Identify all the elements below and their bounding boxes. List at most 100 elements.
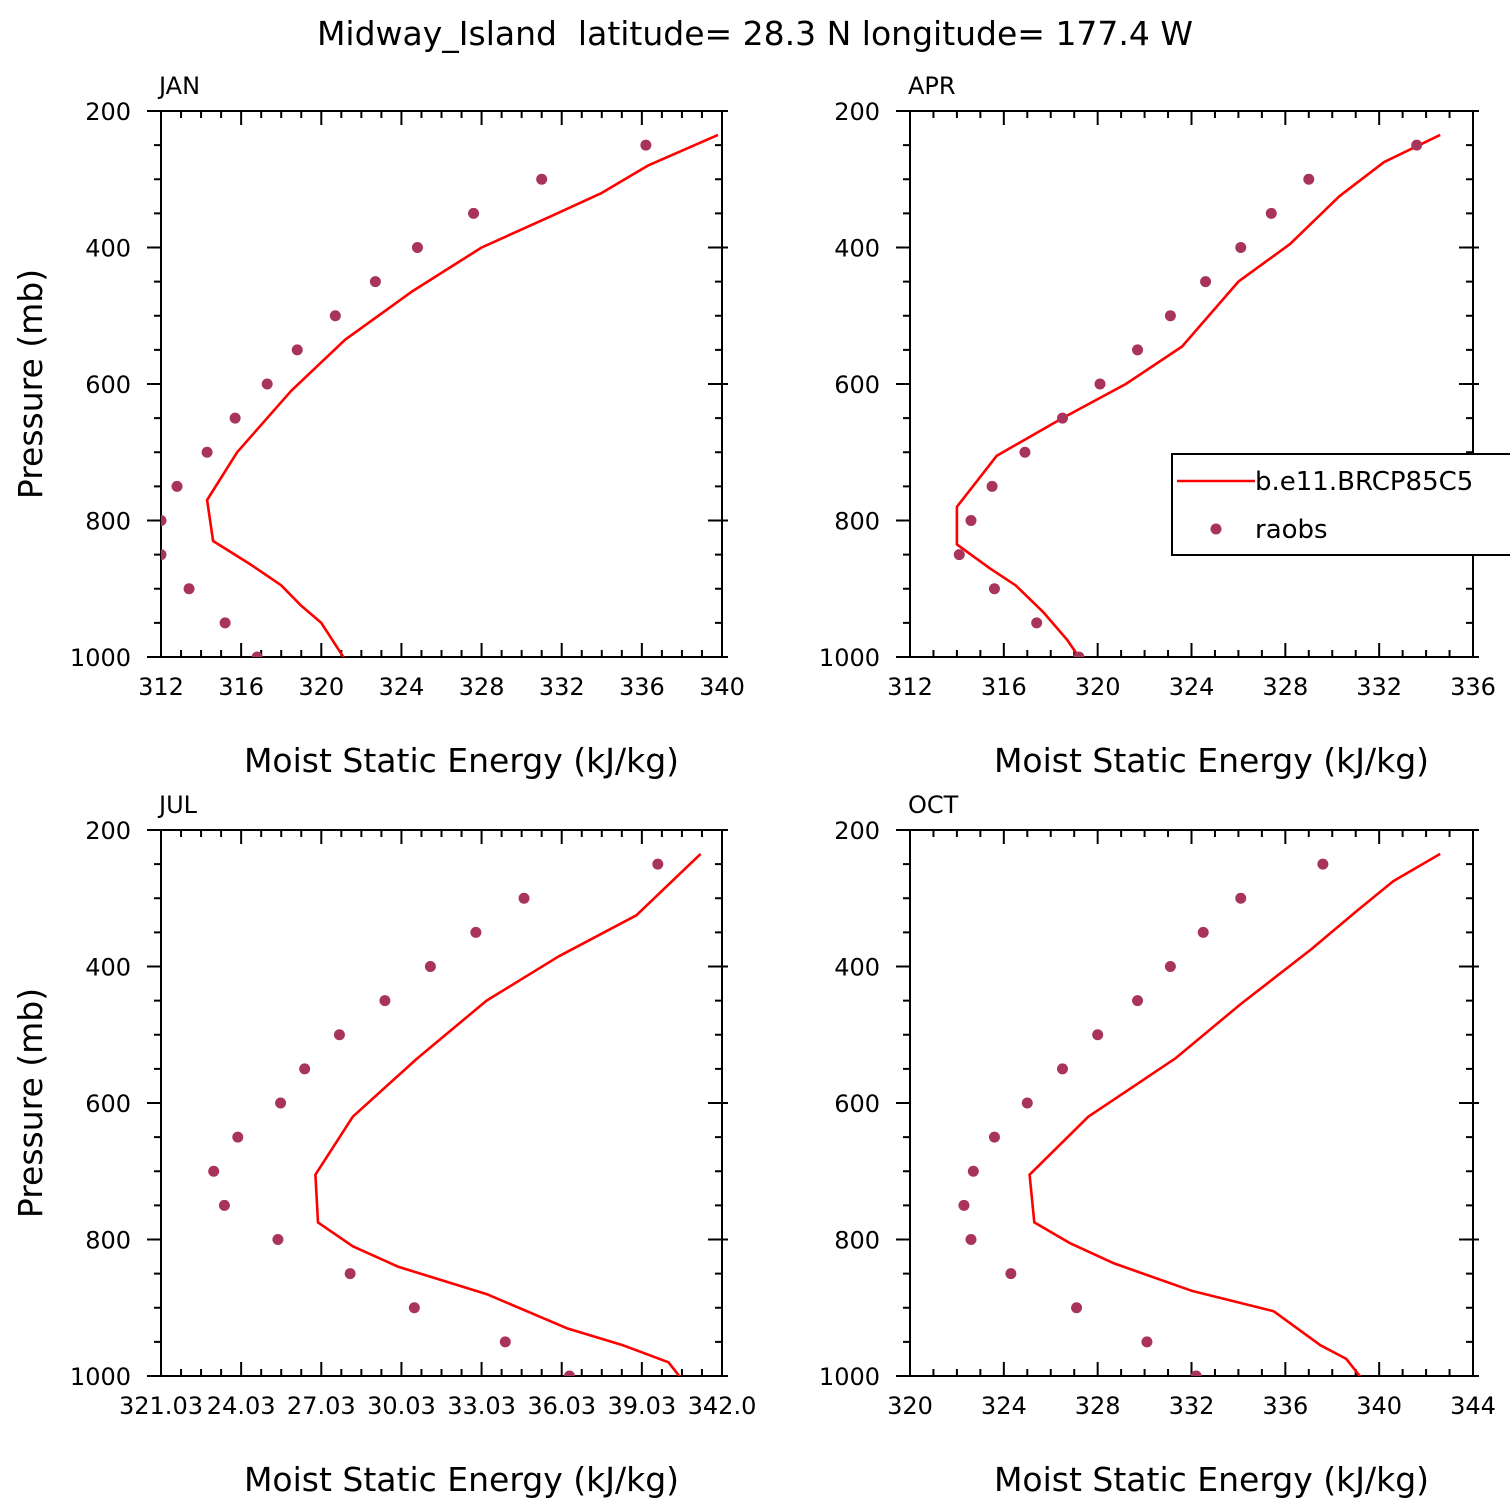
y-tick-label: 400 <box>834 954 880 982</box>
raobs-point <box>1190 1370 1202 1376</box>
x-tick-label: 336 <box>1450 673 1496 701</box>
raobs-point <box>261 378 273 390</box>
raobs-point <box>1056 412 1068 424</box>
raobs-point <box>640 139 652 151</box>
series-group <box>208 852 702 1376</box>
raobs-point <box>329 310 341 322</box>
raobs-point <box>1317 858 1329 870</box>
y-tick-label: 200 <box>85 98 131 126</box>
raobs-point <box>988 583 1000 595</box>
raobs-point <box>408 1302 420 1314</box>
x-tick-label: 30.03 <box>367 1392 436 1420</box>
raobs-point <box>275 1097 287 1109</box>
y-axis-label: Pressure (mb) <box>11 269 50 499</box>
raobs-point <box>1092 1029 1104 1041</box>
x-tick-label: 332 <box>1356 673 1402 701</box>
x-tick-label: 320 <box>887 1392 933 1420</box>
raobs-point <box>424 961 436 972</box>
x-tick-label: 312 <box>138 673 184 701</box>
x-tick-label: 33.03 <box>447 1392 516 1420</box>
raobs-point <box>1235 892 1247 904</box>
raobs-point <box>1235 242 1247 253</box>
x-tick-label: 332 <box>539 673 585 701</box>
raobs-point <box>986 480 998 492</box>
raobs-point <box>1265 207 1277 219</box>
x-tick-label: 342.0 <box>688 1392 757 1420</box>
y-tick-label: 1000 <box>819 644 880 672</box>
raobs-point <box>499 1336 511 1348</box>
x-tick-label: 328 <box>1075 1392 1121 1420</box>
x-tick-label: 27.03 <box>287 1392 356 1420</box>
y-tick-label: 1000 <box>70 644 131 672</box>
raobs-point <box>161 515 167 526</box>
raobs-point <box>1200 276 1212 288</box>
y-tick-label: 200 <box>85 817 131 845</box>
y-tick-label: 800 <box>834 508 880 536</box>
series-group <box>953 133 1441 657</box>
raobs-point <box>161 549 167 561</box>
raobs-point <box>965 515 977 526</box>
raobs-point <box>1056 1063 1068 1075</box>
panel-label: OCT <box>908 791 959 819</box>
raobs-point <box>652 858 664 870</box>
x-tick-label: 39.03 <box>607 1392 676 1420</box>
raobs-point <box>208 1165 220 1177</box>
raobs-point <box>171 480 183 492</box>
series-line-model <box>205 133 719 657</box>
x-axis-label: Moist Static Energy (kJ/kg) <box>994 1460 1429 1499</box>
y-tick-label: 600 <box>834 1090 880 1118</box>
x-tick-label: 336 <box>619 673 665 701</box>
y-tick-label: 600 <box>834 371 880 399</box>
raobs-point <box>470 926 482 938</box>
x-tick-label: 321.03 <box>119 1392 203 1420</box>
raobs-point <box>518 892 530 904</box>
x-tick-label: 320 <box>298 673 344 701</box>
raobs-point <box>201 446 213 458</box>
panel-jul: 321.03 24.03 27.03 30.03 33.03 36.03 39.03 342.… <box>11 791 756 1499</box>
x-tick-label: 332 <box>1169 1392 1215 1420</box>
x-tick-label: 336 <box>1262 1392 1308 1420</box>
panel-apr: 312 316 320 324 328 332 336 200 400 600 800 1000 Moi… <box>819 72 1496 780</box>
raobs-point <box>536 173 548 185</box>
x-axis-label: Moist Static Energy (kJ/kg) <box>994 741 1429 780</box>
plot-frame <box>160 829 723 1377</box>
y-tick-label: 600 <box>85 371 131 399</box>
y-tick-label: 200 <box>834 98 880 126</box>
y-tick-label: 1000 <box>70 1363 131 1391</box>
x-axis-label: Moist Static Energy (kJ/kg) <box>244 1460 679 1499</box>
raobs-point <box>232 1131 244 1143</box>
series-line-model <box>955 133 1441 657</box>
x-axis-label: Moist Static Energy (kJ/kg) <box>244 741 679 780</box>
panel-label: JAN <box>157 72 200 100</box>
plot-frame <box>909 110 1474 658</box>
x-tick-label: 316 <box>981 673 1027 701</box>
raobs-point <box>967 1165 979 1177</box>
raobs-point <box>1132 995 1144 1007</box>
x-tick-label: 36.03 <box>527 1392 596 1420</box>
raobs-point <box>1031 617 1043 629</box>
y-tick-label: 800 <box>85 508 131 536</box>
y-axis-label: Pressure (mb) <box>11 988 50 1218</box>
raobs-point <box>1005 1268 1017 1280</box>
series-group <box>958 852 1441 1376</box>
raobs-point <box>1411 139 1423 151</box>
y-tick-label: 400 <box>85 954 131 982</box>
plot-frame <box>160 110 723 658</box>
legend-marker-swatch <box>1210 523 1222 535</box>
raobs-point <box>1071 1302 1083 1314</box>
x-tick-label: 316 <box>218 673 264 701</box>
x-tick-label: 324 <box>1169 673 1215 701</box>
raobs-point <box>183 583 195 595</box>
raobs-point <box>1094 378 1106 390</box>
raobs-point <box>218 1199 230 1211</box>
raobs-point <box>1197 926 1209 938</box>
panels: 312 316 320 324 328 332 336 340 200 400 600 800 1000… <box>11 72 1496 1499</box>
y-tick-label: 200 <box>834 817 880 845</box>
panel-jan: 312 316 320 324 328 332 336 340 200 400 600 800 1000… <box>11 72 745 780</box>
raobs-point <box>411 242 423 253</box>
raobs-point <box>468 207 480 219</box>
raobs-point <box>251 651 263 657</box>
x-tick-label: 320 <box>1075 673 1121 701</box>
x-tick-label: 328 <box>1262 673 1308 701</box>
raobs-point <box>219 617 231 629</box>
